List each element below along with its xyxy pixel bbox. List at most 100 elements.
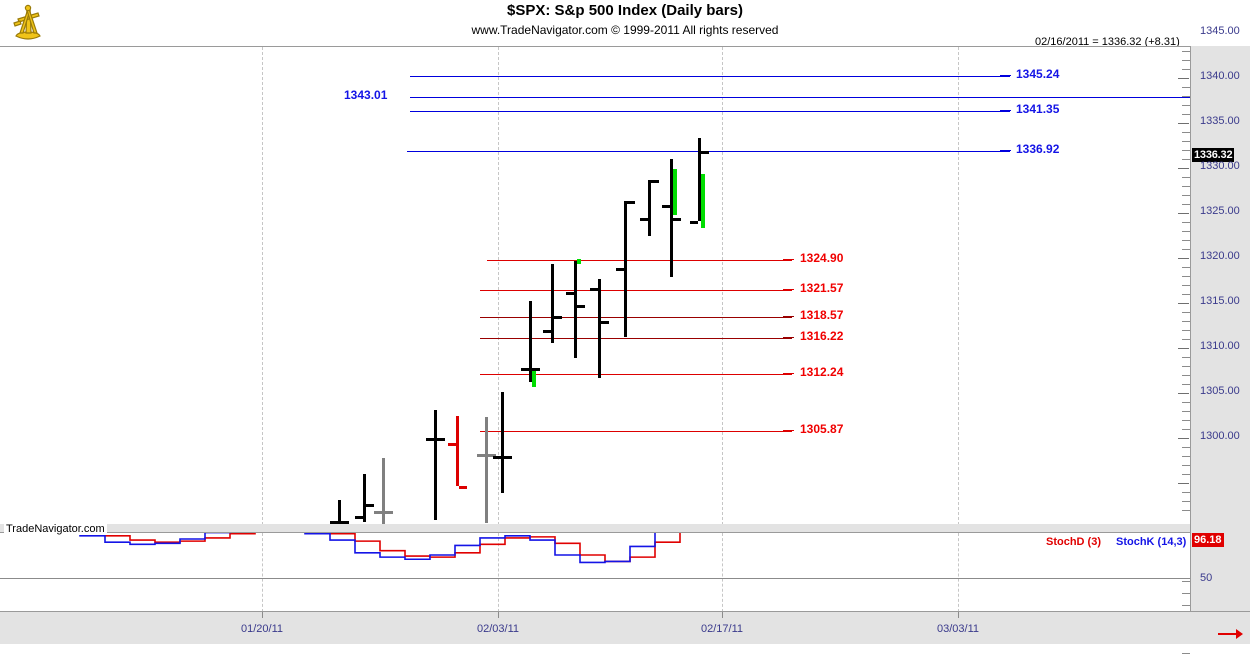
ohlc-bar[interactable]	[574, 260, 577, 359]
ohlc-bar[interactable]	[456, 415, 459, 487]
support-1321.57-line[interactable]	[480, 289, 792, 291]
sextant-logo-icon	[6, 2, 50, 42]
price-scale-minor-tick	[1182, 239, 1190, 241]
stoch-series-d	[79, 533, 681, 563]
ohlc-open-tick	[493, 456, 501, 460]
support-1324.90-label-dash	[783, 258, 794, 260]
price-scale-tick	[1178, 77, 1189, 79]
time-gridline	[958, 533, 959, 612]
legend-stoch-d[interactable]: StochD (3)	[1046, 536, 1101, 548]
pane-divider	[0, 524, 1190, 532]
price-scale-minor-tick	[1182, 203, 1190, 205]
price-scale-minor-tick	[1182, 411, 1190, 413]
watermark: TradeNavigator.com	[4, 523, 107, 535]
stoch-scale-minor-tick	[1182, 593, 1190, 594]
price-scale-label: 1305.00	[1200, 385, 1240, 398]
price-scale-minor-tick	[1182, 230, 1190, 232]
ohlc-open-tick	[616, 267, 624, 271]
price-scale[interactable]	[1190, 46, 1250, 611]
ohlc-open-tick	[448, 442, 456, 446]
price-scale-minor-tick	[1182, 185, 1190, 187]
ohlc-bar[interactable]	[698, 138, 701, 222]
ohlc-open-tick	[330, 521, 338, 525]
time-gridline	[958, 47, 959, 525]
ohlc-bar[interactable]	[338, 499, 341, 526]
ohlc-bar[interactable]	[434, 409, 437, 521]
ohlc-open-tick	[690, 221, 698, 225]
price-scale-minor-tick	[1182, 68, 1190, 70]
ohlc-close-tick	[627, 201, 635, 205]
price-scale-minor-tick	[1182, 149, 1190, 151]
support-1324.90-line[interactable]	[487, 259, 792, 261]
ohlc-close-tick	[459, 486, 467, 490]
resistance-1345.24-line[interactable]	[410, 76, 1010, 78]
price-scale-minor-tick	[1182, 384, 1190, 386]
time-gridline	[722, 533, 723, 612]
ohlc-bar[interactable]	[382, 458, 385, 525]
copyright-subtitle: www.TradeNavigator.com © 1999-2011 All r…	[471, 23, 779, 37]
resistance-1341.35-label-dash	[1000, 110, 1011, 112]
ohlc-close-tick	[701, 150, 709, 154]
stoch-lines	[79, 533, 681, 564]
price-scale-minor-tick	[1182, 465, 1190, 467]
ohlc-close-tick	[366, 504, 374, 508]
resistance-1343.01-line[interactable]	[410, 96, 1190, 98]
ohlc-bar[interactable]	[501, 392, 504, 494]
ohlc-close-tick	[488, 453, 496, 457]
resistance-1336.92-label: 1336.92	[1016, 142, 1060, 157]
gap-marker	[673, 168, 677, 215]
price-pane[interactable]	[0, 46, 1190, 526]
support-1316.22-line[interactable]	[480, 338, 792, 340]
time-axis[interactable]: 01/20/11 02/03/11 02/17/11 03/03/11	[0, 611, 1250, 644]
price-scale-ticks	[1178, 46, 1190, 654]
stoch-scale-minor-tick	[1182, 581, 1190, 582]
ohlc-open-tick	[477, 453, 485, 457]
ohlc-bar[interactable]	[551, 264, 554, 343]
ohlc-bar[interactable]	[598, 278, 601, 378]
ohlc-close-tick	[601, 321, 609, 325]
stochastic-pane[interactable]	[0, 532, 1190, 613]
price-scale-minor-tick	[1182, 312, 1190, 314]
current-stoch-badge: 96.18	[1192, 533, 1224, 547]
price-scale-minor-tick	[1182, 402, 1190, 404]
support-1312.24-line[interactable]	[480, 374, 792, 376]
price-scale-label: 1315.00	[1200, 295, 1240, 308]
support-1305.87-line[interactable]	[480, 431, 792, 433]
support-1305.87-label: 1305.87	[800, 422, 844, 437]
support-1321.57-label-dash	[783, 288, 794, 290]
time-axis-tick	[722, 612, 723, 618]
price-scale-minor-tick	[1182, 357, 1190, 359]
support-1318.57-line[interactable]	[480, 316, 792, 318]
resistance-1343.01-label: 1343.01	[344, 87, 388, 102]
ohlc-bar[interactable]	[624, 201, 627, 338]
ohlc-open-tick	[355, 515, 363, 519]
support-1316.22-label-dash	[783, 337, 794, 339]
resistance-1345.24-label: 1345.24	[1016, 67, 1060, 82]
ohlc-close-tick	[385, 510, 393, 514]
resistance-1341.35-line[interactable]	[410, 111, 1010, 113]
ohlc-bar[interactable]	[363, 473, 366, 523]
price-scale-label: 1300.00	[1200, 430, 1240, 443]
ohlc-bar[interactable]	[485, 416, 488, 524]
price-scale-minor-tick	[1182, 456, 1190, 458]
time-gridline	[262, 47, 263, 525]
ohlc-bar[interactable]	[648, 179, 651, 237]
ohlc-open-tick	[590, 287, 598, 291]
price-scale-minor-tick	[1182, 321, 1190, 323]
price-scale-tick	[1178, 122, 1189, 124]
ohlc-open-tick	[566, 292, 574, 296]
ohlc-close-tick	[341, 521, 349, 525]
price-scale-minor-tick	[1182, 248, 1190, 250]
legend-stoch-k[interactable]: StochK (14,3)	[1116, 536, 1187, 548]
price-scale-minor-tick	[1182, 492, 1190, 494]
stoch-series-k	[79, 533, 656, 564]
last-quote-readout: 02/16/2011 = 1336.32 (+8.31)	[1035, 36, 1180, 48]
price-scale-tick	[1178, 483, 1189, 485]
stoch-midline	[0, 578, 1190, 579]
price-scale-minor-tick	[1182, 176, 1190, 178]
ohlc-bar[interactable]	[670, 158, 673, 277]
ohlc-bar[interactable]	[529, 301, 532, 382]
price-scale-tick	[1178, 348, 1189, 350]
ohlc-close-tick	[673, 218, 681, 222]
ohlc-close-tick	[437, 437, 445, 441]
